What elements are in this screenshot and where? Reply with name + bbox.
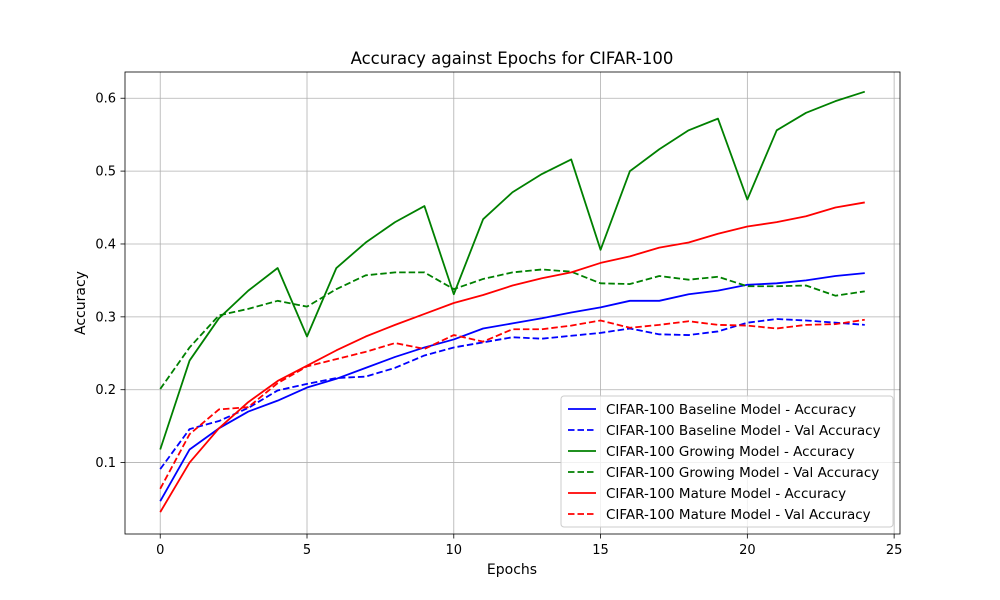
y-tick-label: 0.3 bbox=[95, 310, 116, 325]
x-tick-label: 15 bbox=[592, 543, 609, 558]
y-tick-label: 0.5 bbox=[95, 165, 116, 180]
series-line-1 bbox=[159, 272, 865, 502]
legend-label-1: CIFAR-100 Baseline Model - Accuracy bbox=[606, 402, 856, 418]
x-axis-label: Epochs bbox=[487, 562, 537, 578]
series-line-2 bbox=[159, 318, 865, 470]
y-tick-label: 0.4 bbox=[95, 237, 116, 252]
y-axis-label: Accuracy bbox=[73, 271, 89, 335]
y-tick-label: 0.2 bbox=[95, 383, 116, 398]
series-line-4 bbox=[159, 268, 865, 390]
series-lines bbox=[159, 90, 866, 513]
x-tick-label: 25 bbox=[886, 543, 903, 558]
series-line-5 bbox=[159, 201, 865, 513]
chart-title: Accuracy against Epochs for CIFAR-100 bbox=[351, 49, 674, 68]
x-axis-ticks: 0 5 10 15 20 25 bbox=[156, 534, 902, 558]
series-line-3 bbox=[159, 90, 866, 450]
legend: CIFAR-100 Baseline Model - Accuracy CIFAR… bbox=[560, 395, 894, 528]
legend-label-3: CIFAR-100 Growing Model - Accuracy bbox=[606, 444, 855, 460]
x-tick-label: 10 bbox=[446, 543, 463, 558]
legend-label-5: CIFAR-100 Mature Model - Accuracy bbox=[606, 486, 846, 502]
x-tick-label: 20 bbox=[739, 543, 756, 558]
legend-label-4: CIFAR-100 Growing Model - Val Accuracy bbox=[606, 465, 879, 481]
legend-label-6: CIFAR-100 Mature Model - Val Accuracy bbox=[606, 507, 871, 523]
legend-label-2: CIFAR-100 Baseline Model - Val Accuracy bbox=[606, 423, 881, 439]
x-tick-label: 5 bbox=[303, 543, 311, 558]
y-tick-label: 0.1 bbox=[95, 456, 116, 471]
y-axis-ticks: 0.1 0.2 0.3 0.4 0.5 0.6 bbox=[95, 92, 125, 471]
plot-frame bbox=[124, 71, 901, 535]
legend-box bbox=[560, 395, 894, 528]
y-tick-label: 0.6 bbox=[95, 92, 116, 107]
series-line-6 bbox=[159, 318, 865, 490]
x-tick-label: 0 bbox=[156, 543, 164, 558]
